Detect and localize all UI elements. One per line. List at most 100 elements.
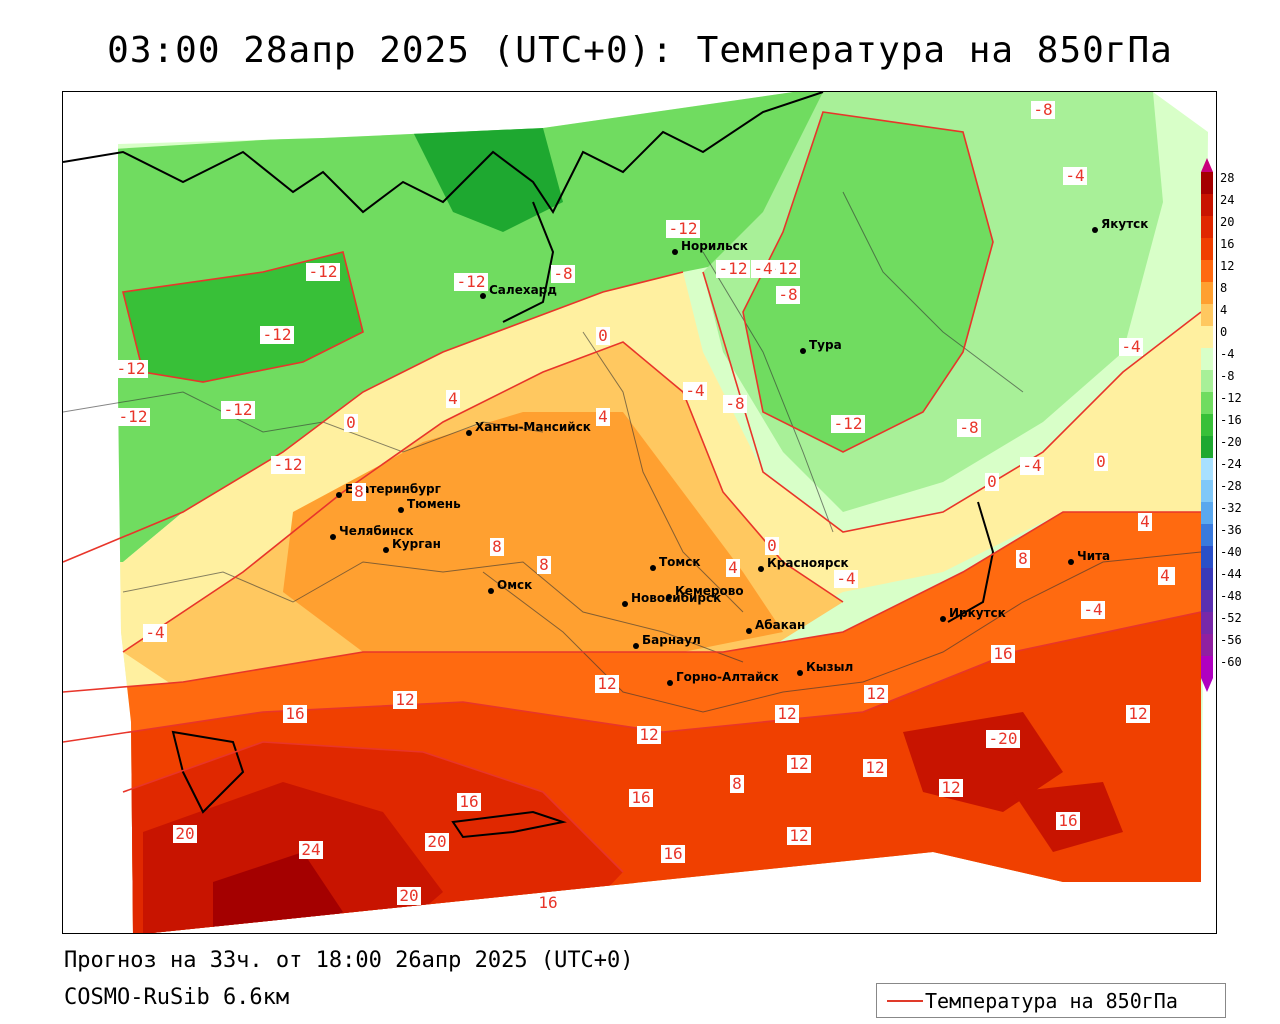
city-10: Омск bbox=[488, 578, 532, 594]
colorbar-tick-label: 20 bbox=[1220, 215, 1235, 229]
colorbar-tick-label: 12 bbox=[1220, 259, 1235, 273]
city-dot bbox=[940, 616, 946, 622]
contour-value-label: -4 bbox=[683, 381, 707, 400]
contour-label-background bbox=[490, 538, 504, 556]
contour-value-label: -12 bbox=[221, 400, 255, 419]
contour-label-text: 16 bbox=[631, 788, 650, 807]
contour-label-text: -8 bbox=[725, 394, 744, 413]
colorbar-tick-label: -36 bbox=[1220, 523, 1242, 537]
contour-value-label: 16 bbox=[991, 644, 1015, 663]
city-dot bbox=[622, 601, 628, 607]
contour-label-text: -4 bbox=[1022, 456, 1041, 475]
contour-label-text: -12 bbox=[457, 272, 486, 291]
contour-label-text: 8 bbox=[354, 482, 364, 501]
city-label: Тюмень bbox=[407, 497, 461, 511]
city-label: Барнаул bbox=[642, 633, 701, 647]
contour-label-text: 20 bbox=[427, 832, 446, 851]
contour-label-text: -8 bbox=[959, 418, 978, 437]
contour-label-background bbox=[1119, 338, 1143, 356]
contour-label-background bbox=[536, 894, 560, 912]
contour-value-label: 0 bbox=[344, 413, 358, 432]
city-label: Норильск bbox=[681, 239, 748, 253]
forecast-info: Прогноз на 33ч. от 18:00 26апр 2025 (UTC… bbox=[64, 948, 634, 973]
contour-label-text: -12 bbox=[117, 359, 146, 378]
contour-value-label: 4 bbox=[1158, 566, 1172, 585]
contour-label-background bbox=[775, 705, 799, 723]
city-19: Иркутск bbox=[940, 606, 1006, 622]
city-label: Чита bbox=[1077, 549, 1110, 563]
contour-label-text: 12 bbox=[866, 684, 885, 703]
contour-label-background bbox=[1031, 101, 1055, 119]
city-label: Кемерово bbox=[675, 584, 744, 598]
contour-label-background bbox=[271, 456, 305, 474]
contour-label-background bbox=[1020, 457, 1044, 475]
colorbar-tick-label: -60 bbox=[1220, 655, 1242, 669]
contour-label-text: 12 bbox=[941, 778, 960, 797]
colorbar-segment bbox=[1201, 414, 1213, 436]
contour-label-text: 12 bbox=[865, 758, 884, 777]
contour-label-background bbox=[666, 220, 700, 238]
city-9: Курган bbox=[383, 537, 441, 553]
city-3: Салехард bbox=[480, 283, 557, 299]
contour-label-text: 20 bbox=[399, 886, 418, 905]
contour-value-label: -12 bbox=[114, 359, 148, 378]
city-dot bbox=[797, 670, 803, 676]
city-16: Барнаул bbox=[633, 633, 701, 649]
contour-label-text: -4 bbox=[145, 623, 164, 642]
contour-label-background bbox=[637, 726, 661, 744]
contour-label-background bbox=[595, 675, 619, 693]
city-dot bbox=[336, 492, 342, 498]
colorbar-segment bbox=[1201, 304, 1213, 326]
colorbar-tick-label: -44 bbox=[1220, 567, 1242, 581]
contour-label-text: 4 bbox=[728, 558, 738, 577]
contour-label-text: -12 bbox=[119, 407, 148, 426]
city-17: Горно-Алтайск bbox=[667, 670, 779, 686]
contour-label-background bbox=[629, 789, 653, 807]
city-dot bbox=[398, 507, 404, 513]
contour-label-background bbox=[723, 395, 747, 413]
contour-value-label: 16 bbox=[536, 893, 560, 912]
colorbar-tick-label: -24 bbox=[1220, 457, 1242, 471]
city-12: Томск bbox=[650, 555, 701, 571]
contour-label-text: 24 bbox=[301, 840, 320, 859]
contour-label-background bbox=[596, 327, 610, 345]
city-label: Ханты-Мансийск bbox=[475, 420, 591, 434]
contour-value-label: -4 bbox=[143, 623, 167, 642]
contour-label-background bbox=[596, 408, 610, 426]
colorbar-segment bbox=[1201, 348, 1213, 370]
contour-value-label: 12 bbox=[637, 725, 661, 744]
contour-label-text: -4 bbox=[685, 381, 704, 400]
temperature-map[interactable]: Якутск Норильск Салехард Тура Ханты-Мансийск… bbox=[62, 91, 1217, 934]
colorbar-segment bbox=[1201, 282, 1213, 304]
city-15: Абакан bbox=[746, 618, 805, 634]
city-4: Тура bbox=[800, 338, 842, 354]
contour-label-text: 0 bbox=[987, 472, 997, 491]
contour-label-text: 16 bbox=[1058, 811, 1077, 830]
contour-label-text: -4 bbox=[1121, 337, 1140, 356]
colorbar-top-arrow bbox=[1201, 158, 1213, 172]
city-dot bbox=[383, 547, 389, 553]
contour-label-background bbox=[306, 263, 340, 281]
contour-value-label: 8 bbox=[352, 482, 366, 501]
contour-value-label: 12 bbox=[787, 826, 811, 845]
city-dot bbox=[758, 566, 764, 572]
colorbar-segment bbox=[1201, 524, 1213, 546]
colorbar-tick-label: -56 bbox=[1220, 633, 1242, 647]
contour-value-label: 12 bbox=[595, 674, 619, 693]
contour-label-text: -12 bbox=[263, 325, 292, 344]
contour-label-background bbox=[1016, 550, 1030, 568]
contour-label-background bbox=[776, 286, 800, 304]
city-label: Абакан bbox=[755, 618, 805, 632]
contour-label-text: 16 bbox=[663, 844, 682, 863]
contour-value-label: 12 bbox=[775, 704, 799, 723]
contour-label-background bbox=[397, 887, 421, 905]
contour-value-label: 0 bbox=[1094, 452, 1108, 471]
city-5: Ханты-Мансийск bbox=[466, 420, 591, 436]
contour-value-label: 4 bbox=[726, 558, 740, 577]
colorbar-tick-label: -20 bbox=[1220, 435, 1242, 449]
contour-label-background bbox=[352, 483, 366, 501]
colorbar-tick-label: -16 bbox=[1220, 413, 1242, 427]
colorbar-tick-label: -12 bbox=[1220, 391, 1242, 405]
contour-label-text: -12 bbox=[274, 455, 303, 474]
color-scale: 28 24 20 16 12 8 4 0 -4 -8 -12 -16 -20 -24 -28 -32 -36 -4… bbox=[1199, 158, 1279, 692]
